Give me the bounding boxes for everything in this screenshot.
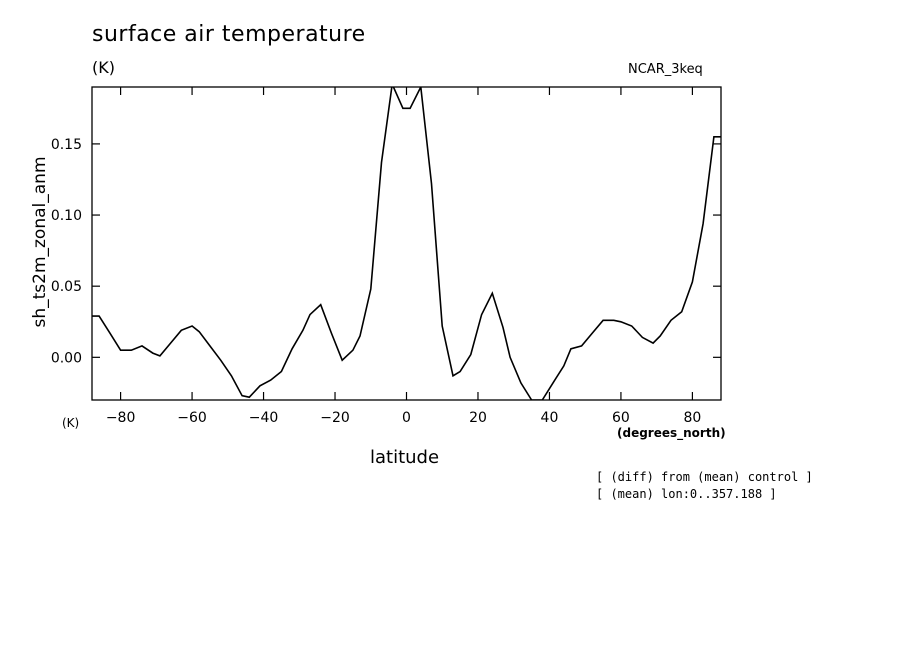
y-ticks: 0.00 0.05 0.10 0.15 — [51, 137, 721, 366]
unit-label-top: (K) — [92, 58, 115, 77]
y-tick-label: 0.05 — [51, 279, 82, 295]
x-tick-label: 0 — [402, 410, 411, 426]
mean-note: [ (mean) lon:0..357.188 ] — [596, 487, 777, 501]
x-tick-label: −60 — [177, 410, 207, 426]
unit-label-bottom: (K) — [62, 416, 80, 430]
x-ticks: −80 −60 −40 −20 0 20 40 60 80 — [106, 87, 701, 426]
series-line — [92, 87, 721, 400]
x-tick-label: −40 — [249, 410, 279, 426]
y-tick-label: 0.10 — [51, 208, 82, 224]
y-tick-label: 0.00 — [51, 350, 82, 366]
x-tick-label: 20 — [469, 410, 487, 426]
x-tick-label: −80 — [106, 410, 136, 426]
y-tick-label: 0.15 — [51, 137, 82, 153]
x-tick-label: 60 — [612, 410, 630, 426]
plot-frame — [91, 86, 722, 401]
chart-title: surface air temperature — [92, 22, 366, 47]
x-tick-label: 80 — [683, 410, 701, 426]
x-axis-label: latitude — [370, 447, 440, 468]
plot-area — [92, 87, 721, 400]
x-tick-label: 40 — [541, 410, 559, 426]
x-axis-unit: (degrees_north) — [617, 426, 726, 440]
x-tick-label: −20 — [320, 410, 350, 426]
diff-note: [ (diff) from (mean) control ] — [596, 470, 813, 484]
model-name: NCAR_3keq — [628, 62, 703, 77]
